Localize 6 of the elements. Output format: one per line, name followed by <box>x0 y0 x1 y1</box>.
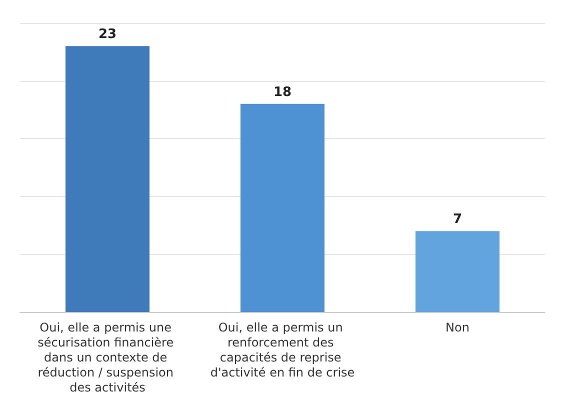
data-label: 18 <box>273 84 292 100</box>
data-label: 7 <box>452 212 462 228</box>
x-tick-label: Oui, elle a permis une sécurisation financière dans un contexte de réduction / suspension des activités <box>38 320 178 394</box>
x-tick-label: Non <box>446 320 470 334</box>
data-label: 23 <box>98 27 117 42</box>
x-tick-label: Oui, elle a permis un renforcement des capacités de reprise d'activité en fin de crise <box>210 320 355 380</box>
